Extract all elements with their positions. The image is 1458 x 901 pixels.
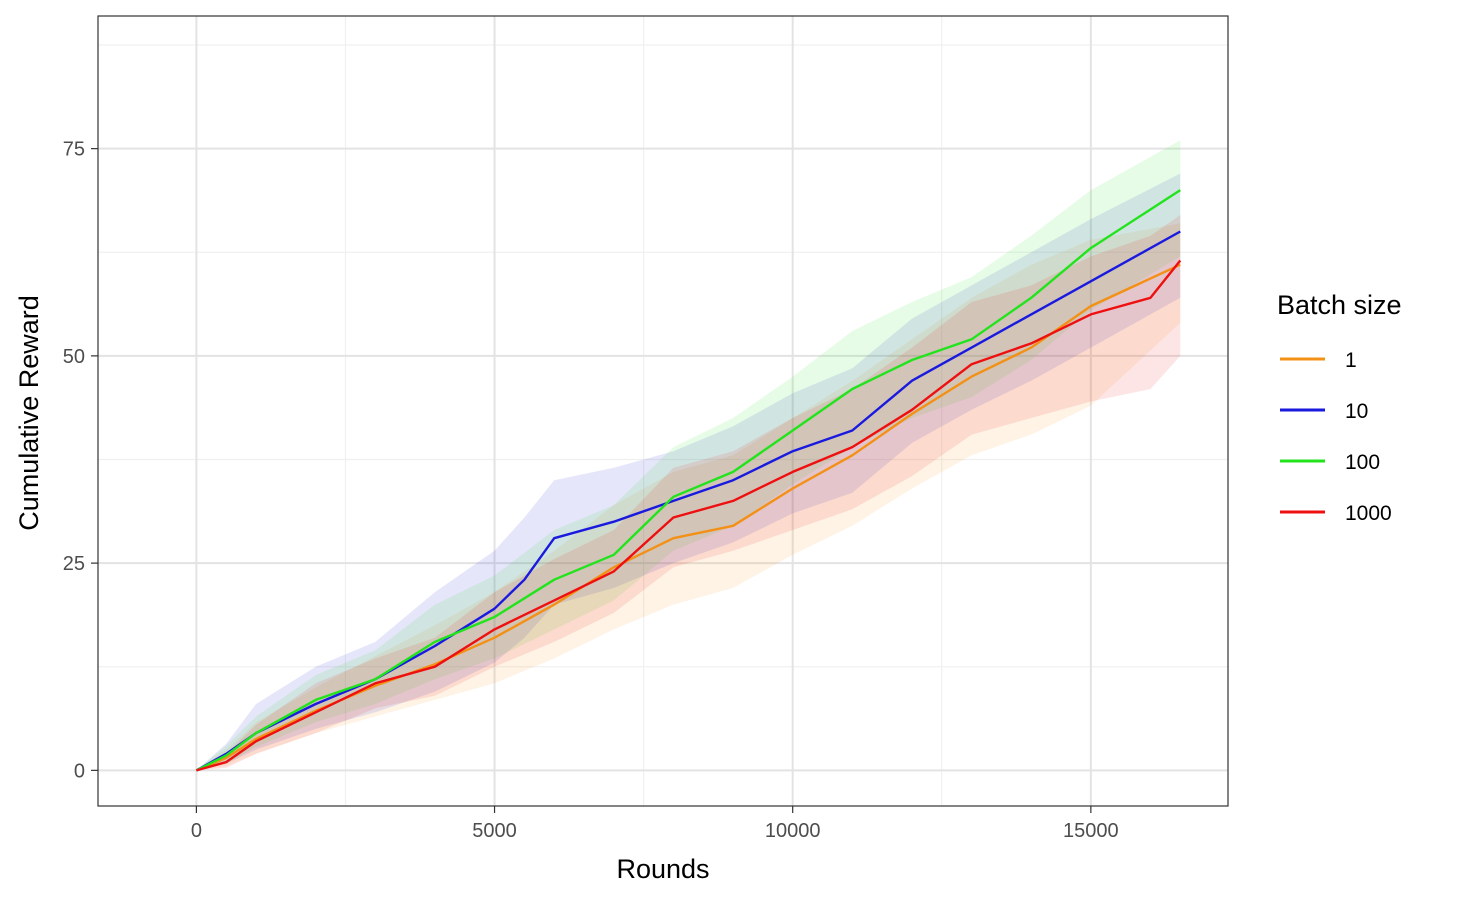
y-tick-label: 75	[63, 139, 85, 161]
y-axis: 0 25 50 75	[63, 139, 98, 782]
y-axis-title: Cumulative Reward	[14, 295, 44, 531]
series-line-100	[195, 189, 1181, 772]
panel-border	[97, 15, 1229, 807]
legend-label-1: 1	[1345, 349, 1357, 372]
legend-label-1000: 1000	[1345, 502, 1392, 525]
x-tick-label: 0	[191, 820, 202, 842]
ribbon-1000	[196, 215, 1181, 771]
x-tick-label: 10000	[765, 820, 821, 842]
series-line-1000	[196, 259, 1182, 772]
major-gridlines	[98, 16, 1228, 806]
series-line-10	[195, 230, 1181, 772]
legend: Batch size 1 10 100 1000	[1277, 290, 1402, 525]
x-tick-label: 5000	[472, 820, 517, 842]
y-tick-label: 50	[63, 346, 85, 368]
ribbon-10	[196, 173, 1181, 771]
series-lines	[195, 189, 1182, 772]
x-axis: 0 5000 10000 15000	[191, 806, 1119, 842]
legend-title: Batch size	[1277, 290, 1402, 320]
legend-label-10: 10	[1345, 400, 1368, 423]
legend-label-100: 100	[1345, 451, 1380, 474]
y-tick-label: 0	[74, 760, 85, 782]
x-axis-title: Rounds	[616, 854, 709, 884]
ribbon-100	[196, 140, 1181, 771]
x-tick-label: 15000	[1063, 820, 1119, 842]
series-line-1	[195, 263, 1181, 772]
y-tick-label: 25	[63, 553, 85, 575]
